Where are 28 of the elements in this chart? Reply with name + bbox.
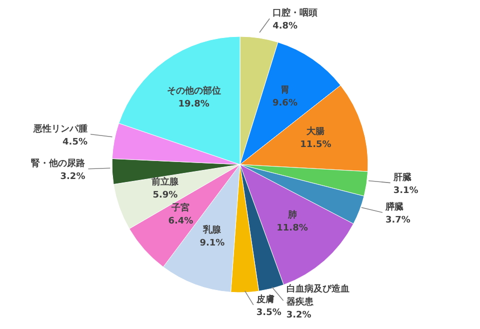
data-label: 3.2% [286,310,312,321]
slice-label: 白血病及び造血器疾患 [285,284,350,308]
data-label: 11.5% [300,140,332,150]
data-label: 11.8% [276,224,308,234]
slice-label: その他の部位 [166,85,221,96]
slice-label: 肺 [286,210,297,221]
data-label: 3.1% [393,186,418,196]
slice-label: 肝臓 [392,172,412,183]
data-label: 4.8% [272,22,298,32]
data-label: 3.5% [256,308,282,318]
slice-label: 大腸 [306,126,325,138]
data-label: 3.7% [385,215,410,226]
data-label: 19.8% [178,99,210,110]
data-label: 4.5% [62,137,88,148]
data-label: 3.2% [60,172,86,182]
data-label: 6.4% [168,216,194,227]
slice-label: 腎・他の尿路 [31,158,86,169]
slice-label: 膵臓 [384,201,404,212]
slice-label: 前立腺 [150,176,180,188]
slice-label: 乳腺 [202,224,222,236]
slice-label: 胃 [280,84,290,96]
slice-label: 悪性リンパ腫 [32,123,88,134]
data-label: 9.1% [200,238,225,248]
slice-label: 皮膚 [255,294,274,305]
slice-label: 子宮 [170,202,190,214]
data-label: 5.9% [152,190,178,201]
slice-label: 口腔・咽頭 [272,8,318,19]
data-label: 9.6% [272,98,298,109]
